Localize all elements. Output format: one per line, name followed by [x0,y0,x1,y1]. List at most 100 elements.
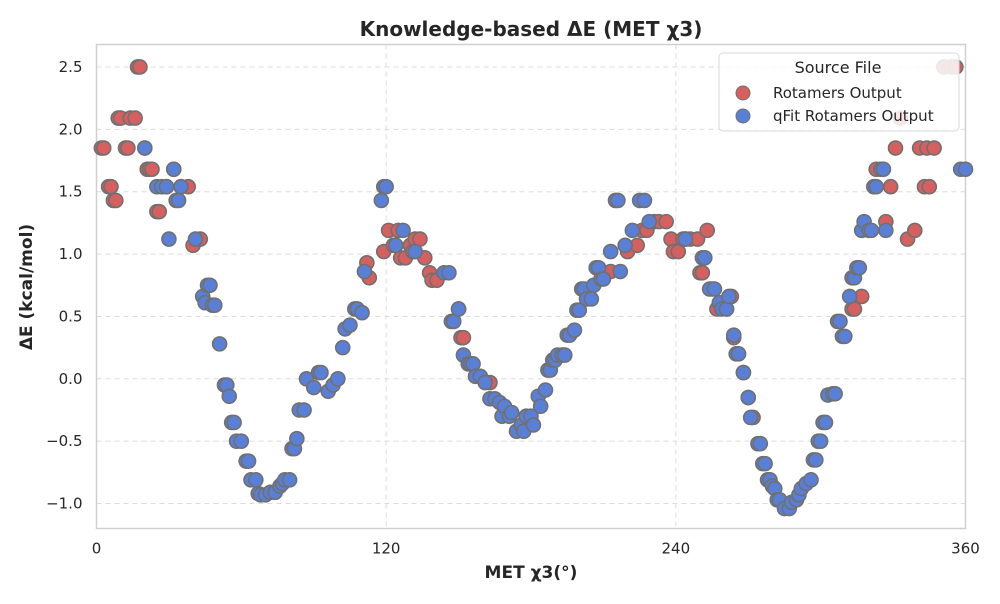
data-point [926,140,942,156]
data-point [699,222,716,239]
data-point [718,301,735,317]
legend-title: Source File [795,58,882,77]
data-point [752,435,769,452]
data-point [108,192,124,209]
data-point [740,389,757,406]
data-point [378,178,394,195]
data-point [158,178,175,195]
data-point [132,59,148,75]
data-point [610,192,626,209]
data-point [165,161,182,178]
data-point [226,414,242,431]
data-point [395,222,411,239]
data-point [725,327,742,343]
data-point [187,231,204,247]
data-point [388,237,404,254]
data-point [202,277,218,294]
data-point [503,404,520,421]
data-point [151,203,168,220]
data-point [721,288,737,305]
data-point [465,356,481,372]
data-point [441,264,457,281]
data-point [127,110,143,126]
x-tick-label: 240 [662,540,691,558]
data-point [144,161,160,178]
data-point [120,140,136,156]
y-tick-label: 1.0 [59,245,83,263]
data-point [342,317,358,333]
data-point [641,213,658,230]
data-point [296,402,312,418]
data-point [827,385,843,402]
data-point [313,364,329,381]
data-point [677,231,694,247]
data-point [240,453,257,469]
legend: Source File Rotamers Output qFit Rotamer… [718,52,960,132]
data-point [206,297,223,314]
data-point [742,409,759,426]
data-point [696,250,713,266]
x-tick-label: 0 [92,540,102,558]
data-point [658,213,674,230]
data-point [863,222,880,239]
data-point [173,178,189,195]
data-point [103,178,119,195]
data-point [95,140,112,156]
y-tick-label: 2.5 [59,58,83,76]
data-point [281,472,298,488]
y-axis-title: ΔE (kcal/mol) [17,224,37,350]
data-point [221,388,238,405]
data-point [571,302,588,319]
legend-marker-rotamers-output [735,85,751,101]
legend-label-qfit-rotamers-output: qFit Rotamers Output [773,107,934,125]
data-point [407,243,423,260]
legend-label-rotamers-output: Rotamers Output [773,84,902,102]
data-point [730,346,747,362]
data-point [624,222,641,239]
data-point [907,222,923,239]
data-point [477,374,493,391]
data-point [595,271,612,287]
y-tick-label: 0.5 [59,307,83,325]
data-point [636,192,653,209]
data-point [136,140,153,156]
data-point [289,430,305,447]
data-point [887,140,904,156]
data-point [233,433,250,449]
y-tick-label: −1.0 [46,495,82,513]
data-point [330,371,346,387]
data-point [694,264,711,281]
legend-marker-qfit-rotamers-output [735,108,751,124]
chart-title: Knowledge-based ΔE (MET χ3) [360,17,703,41]
data-point [832,313,848,330]
data-point [812,433,829,449]
y-tick-label: 0.0 [59,370,83,388]
data-point [248,472,264,488]
data-point [602,243,619,260]
data-point [808,452,824,468]
data-point [161,231,177,247]
data-point [612,263,629,280]
axis-ticks: 0 120 240 360 −1.0 −0.5 0.0 0.5 1.0 1.5 2.0 2.5 [46,58,980,558]
data-point [837,328,853,345]
data-point [305,379,322,396]
data-point [878,222,894,239]
data-point [354,304,370,321]
x-tick-label: 120 [372,540,401,558]
data-point [170,192,187,209]
data-point [556,347,573,363]
x-tick-label: 360 [951,540,980,558]
data-point [455,329,472,346]
data-point [957,161,974,178]
data-point [875,161,892,178]
x-axis-title: MET χ3(°) [485,563,578,583]
data-point [532,398,549,415]
data-point [566,322,583,338]
data-point [841,288,858,305]
y-tick-label: 1.5 [59,183,83,201]
data-point [706,281,723,297]
data-point [583,291,600,307]
data-point [803,472,819,488]
data-point [921,178,938,195]
